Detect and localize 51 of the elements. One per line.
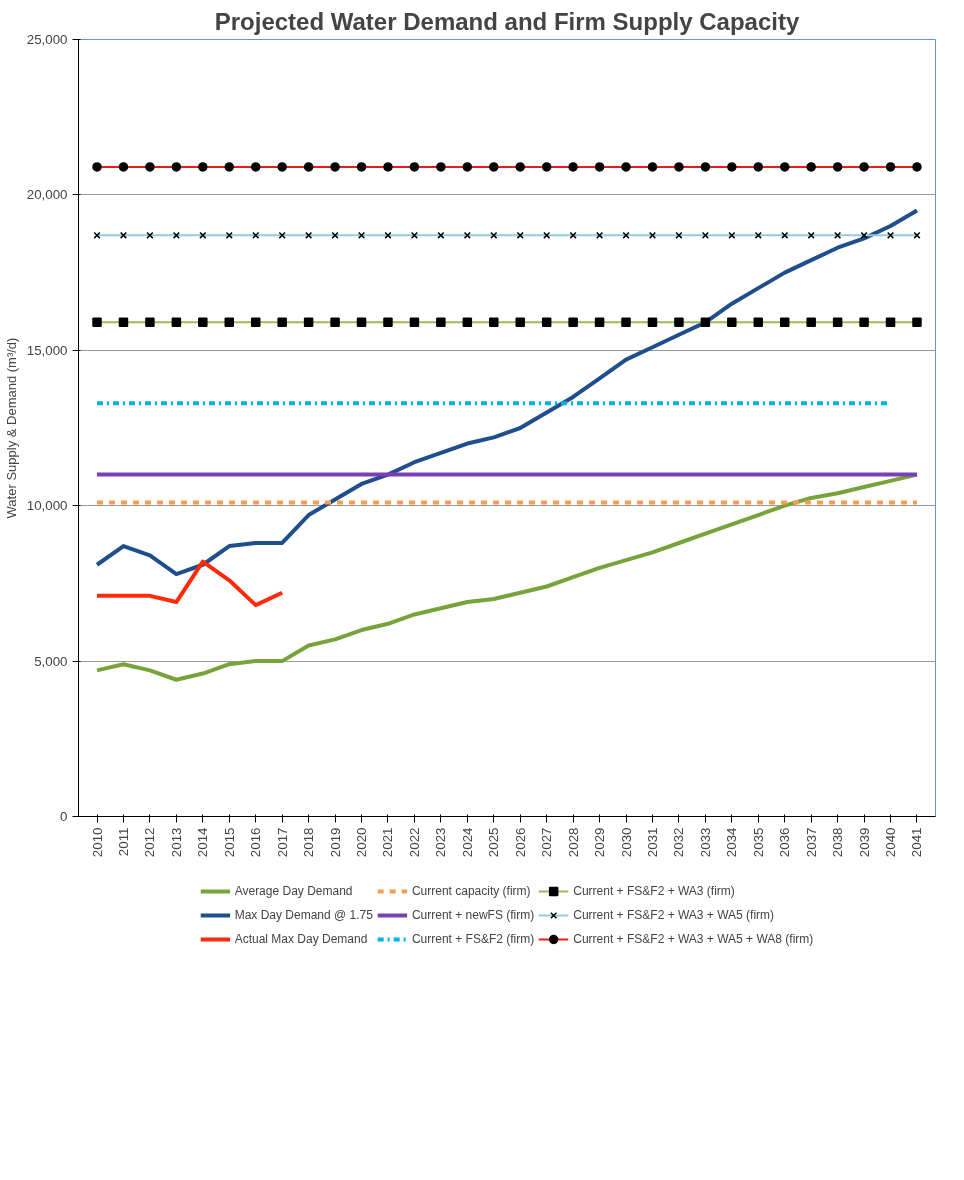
- x-tick-label: 2032: [671, 827, 687, 858]
- y-tick-label: 20,000: [26, 187, 68, 203]
- y-tick-label: 15,000: [26, 342, 68, 358]
- x-tick-label: 2031: [644, 827, 660, 858]
- x-tick-label: 2021: [380, 827, 396, 858]
- x-tick-label: 2014: [195, 826, 211, 858]
- x-tick-label: 2015: [221, 827, 237, 858]
- x-tick-label: 2022: [406, 827, 422, 858]
- x-tick-label: 2010: [89, 827, 105, 858]
- x-tick-label: 2023: [433, 827, 449, 858]
- x-tick-label: 2019: [327, 827, 343, 858]
- x-tick-label: 2038: [830, 827, 846, 858]
- legend-label: Current capacity (firm): [411, 884, 531, 898]
- y-tick-label: 10,000: [26, 498, 68, 514]
- legend-label: Current + FS&F2 + WA3 + WA5 + WA8 (firm): [573, 932, 814, 946]
- x-tick-label: 2024: [459, 826, 475, 858]
- x-tick-label: 2026: [512, 827, 528, 858]
- legend-label: Current + newFS (firm): [411, 908, 535, 922]
- y-tick-label: 5,000: [34, 653, 68, 669]
- line-series: [95, 559, 285, 608]
- x-tick-label: 2034: [724, 826, 740, 858]
- chart-title: Projected Water Demand and Firm Supply Capacity: [214, 7, 800, 35]
- x-tick-label: 2041: [909, 827, 925, 858]
- x-tick-label: 2028: [565, 827, 581, 858]
- x-tick-label: 2035: [750, 827, 766, 858]
- x-tick-label: 2013: [168, 827, 184, 858]
- x-tick-label: 2039: [856, 827, 872, 858]
- legend-label: Max Day Demand @ 1.75: [234, 908, 373, 922]
- x-tick-label: 2020: [354, 827, 370, 858]
- x-tick-label: 2037: [803, 827, 819, 858]
- x-tick-label: 2017: [274, 827, 290, 858]
- legend-label: Current + FS&F2 + WA3 + WA5 (firm): [573, 908, 775, 922]
- line-series: [95, 208, 919, 577]
- x-tick-label: 2011: [115, 827, 131, 857]
- y-tick-label: 0: [60, 809, 68, 824]
- x-tick-label: 2029: [592, 827, 608, 858]
- y-tick-label: 25,000: [26, 32, 68, 47]
- x-tick-label: 2027: [539, 827, 555, 858]
- x-tick-label: 2016: [248, 827, 264, 858]
- legend-label: Actual Max Day Demand: [234, 932, 368, 946]
- legend-label: Average Day Demand: [234, 884, 353, 898]
- legend-label: Current + FS&F2 + WA3 (firm): [573, 884, 735, 898]
- y-axis-title: Water Supply & Demand (m³/d): [3, 337, 19, 519]
- x-tick-label: 2012: [142, 827, 158, 858]
- x-tick-label: 2025: [486, 827, 502, 858]
- legend-label: Current + FS&F2 (firm): [411, 932, 535, 946]
- x-tick-label: 2018: [301, 827, 317, 858]
- x-tick-label: 2033: [697, 827, 713, 858]
- x-tick-label: 2036: [777, 827, 793, 858]
- x-tick-label: 2040: [883, 827, 899, 858]
- x-tick-label: 2030: [618, 827, 634, 858]
